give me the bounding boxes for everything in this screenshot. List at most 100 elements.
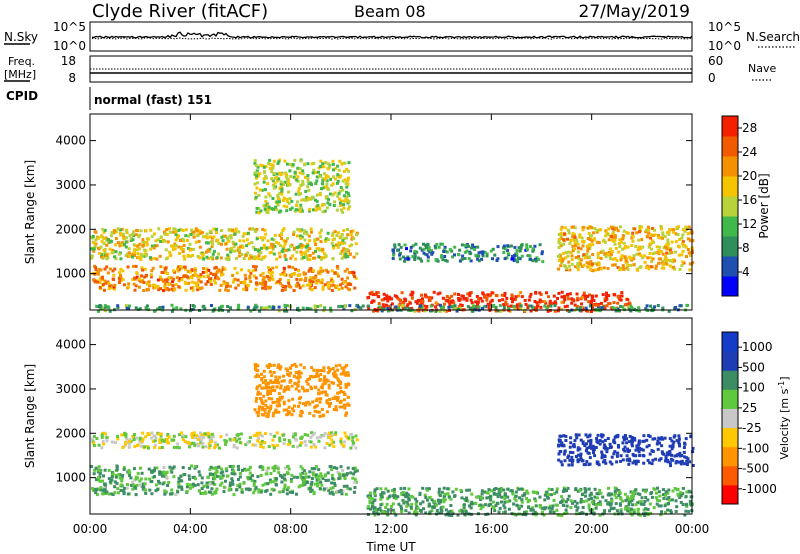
scatter-cell	[128, 442, 132, 446]
scatter-cell	[303, 175, 307, 179]
scatter-cell	[515, 252, 519, 256]
scatter-cell	[254, 287, 258, 291]
scatter-cell	[370, 504, 374, 508]
scatter-cell	[284, 285, 288, 288]
scatter-cell	[134, 306, 138, 310]
scatter-cell	[618, 268, 622, 272]
scatter-cell	[503, 500, 507, 504]
scatter-cell	[142, 289, 146, 292]
scatter-cell	[323, 209, 327, 213]
scatter-cell	[596, 256, 600, 260]
scatter-cell	[323, 446, 327, 450]
scatter-cell	[118, 271, 122, 275]
scatter-cell	[286, 182, 290, 186]
scatter-cell	[192, 431, 196, 435]
scatter-cell	[323, 172, 326, 176]
scatter-cell	[262, 369, 266, 373]
scatter-cell	[634, 488, 638, 492]
scatter-cell	[637, 309, 641, 313]
scatter-cell	[382, 292, 386, 296]
scatter-cell	[282, 402, 286, 406]
scatter-cell	[557, 438, 561, 442]
scatter-cell	[448, 303, 452, 307]
scatter-cell	[99, 486, 103, 490]
scatter-cell	[441, 242, 444, 246]
scatter-cell	[261, 228, 265, 231]
scatter-cell	[139, 477, 143, 481]
scatter-cell	[460, 243, 464, 247]
scatter-cell	[122, 492, 126, 496]
scatter-cell	[370, 497, 374, 501]
scatter-cell	[319, 228, 323, 232]
scatter-cell	[211, 472, 215, 476]
scatter-cell	[634, 244, 638, 248]
scatter-cell	[321, 386, 324, 390]
scatter-cell	[344, 253, 348, 257]
scatter-cell	[542, 513, 546, 517]
scatter-cell	[560, 513, 564, 517]
scatter-cell	[235, 271, 239, 275]
scatter-cell	[196, 285, 199, 289]
scatter-cell	[331, 486, 335, 490]
scatter-cell	[149, 273, 153, 277]
scatter-cell	[373, 494, 377, 498]
scatter-cell	[312, 443, 316, 447]
scatter-cell	[405, 305, 409, 309]
scatter-cell	[463, 509, 467, 513]
scatter-cell	[252, 491, 256, 495]
scatter-cell	[645, 438, 649, 442]
scatter-cell	[582, 291, 586, 295]
scatter-cell	[489, 293, 493, 297]
scatter-cell	[265, 414, 269, 418]
scatter-cell	[671, 489, 675, 493]
scatter-cell	[159, 471, 163, 475]
scatter-cell	[648, 452, 652, 456]
scatter-cell	[677, 441, 681, 445]
scatter-cell	[135, 244, 139, 248]
scatter-cell	[485, 254, 489, 258]
scatter-cell	[325, 196, 329, 200]
scatter-cell	[613, 486, 617, 490]
scatter-cell	[147, 446, 150, 450]
scatter-cell	[538, 495, 542, 499]
scatter-cell	[342, 484, 346, 488]
scatter-cell	[321, 210, 325, 214]
scatter-cell	[595, 503, 599, 507]
scatter-cell	[98, 472, 102, 476]
scatter-cell	[283, 485, 287, 489]
scatter-cell	[602, 238, 606, 242]
scatter-cell	[552, 510, 556, 514]
scatter-cell	[340, 366, 344, 370]
scatter-cell	[418, 246, 422, 250]
scatter-cell	[657, 490, 661, 494]
scatter-cell	[202, 275, 206, 279]
scatter-cell	[567, 250, 571, 254]
scatter-cell	[306, 242, 310, 246]
scatter-cell	[534, 291, 538, 295]
scatter-cell	[321, 248, 325, 251]
scatter-cell	[520, 243, 524, 247]
scatter-cell	[642, 502, 646, 506]
scatter-cell	[470, 246, 474, 250]
scatter-cell	[470, 301, 474, 305]
scatter-cell	[299, 410, 303, 414]
scatter-cell	[312, 473, 315, 477]
scatter-cell	[575, 508, 579, 512]
scatter-cell	[298, 210, 302, 214]
scatter-cell	[647, 227, 651, 231]
scatter-cell	[666, 508, 670, 512]
scatter-cell	[409, 505, 413, 509]
scatter-cell	[309, 267, 313, 270]
freq-tick-top: 18	[61, 54, 76, 68]
scatter-cell	[539, 305, 543, 309]
scatter-cell	[248, 465, 252, 469]
y-tick-label: 2000	[55, 222, 86, 236]
scatter-cell	[627, 307, 631, 311]
scatter-cell	[399, 504, 403, 508]
scatter-cell	[115, 465, 119, 469]
scatter-cell	[321, 249, 325, 253]
scatter-cell	[100, 276, 104, 280]
scatter-cell	[340, 305, 344, 308]
scatter-cell	[215, 270, 219, 274]
scatter-cell	[214, 276, 218, 280]
